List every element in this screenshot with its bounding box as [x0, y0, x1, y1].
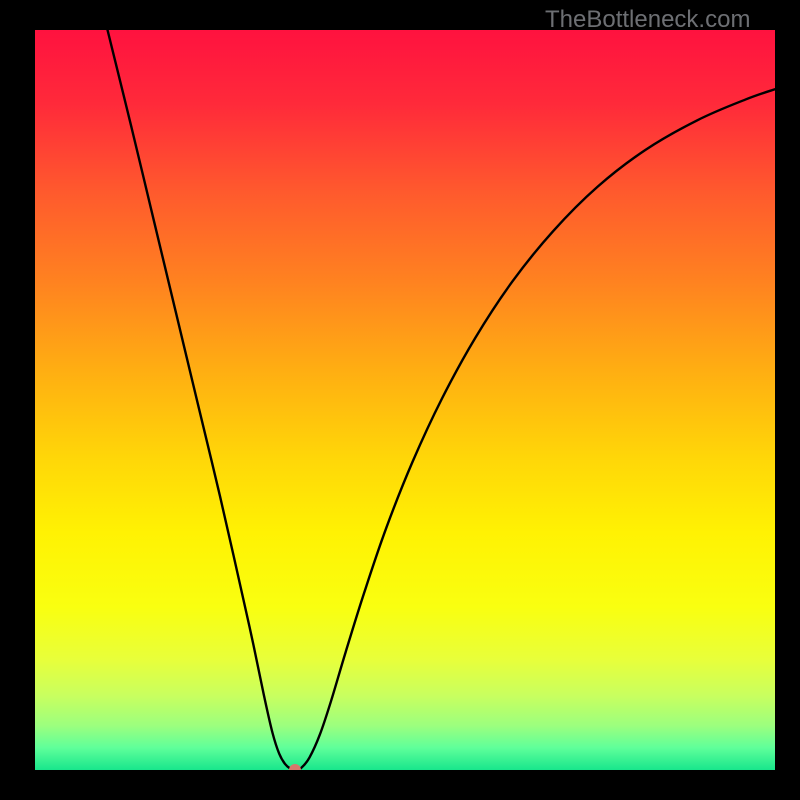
plot-area — [35, 30, 775, 770]
watermark-text: TheBottleneck.com — [545, 6, 750, 34]
chart-stage: TheBottleneck.com — [0, 0, 800, 800]
bottleneck-curve — [108, 30, 775, 770]
curve-layer — [35, 30, 775, 770]
